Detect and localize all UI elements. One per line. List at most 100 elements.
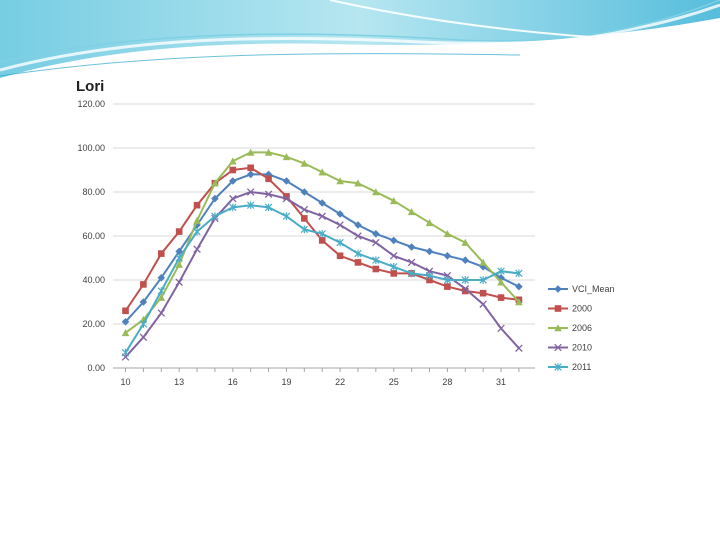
x-tick-label: 19 — [281, 377, 291, 387]
marker-stroke — [246, 188, 255, 196]
data-point — [246, 188, 255, 196]
data-point — [479, 289, 487, 297]
series-vci-mean — [121, 170, 523, 326]
data-point — [193, 227, 201, 236]
legend-label: 2006 — [572, 323, 592, 333]
legend-marker — [554, 324, 562, 332]
y-tick-label: 20.00 — [82, 319, 105, 329]
legend-entry: 2011 — [548, 362, 591, 372]
data-point — [140, 281, 147, 288]
data-point — [515, 269, 523, 278]
data-point — [336, 252, 344, 260]
data-point — [407, 269, 416, 278]
legend: VCI_Mean 2000 2006 2010 2011 — [548, 284, 615, 372]
data-point — [336, 238, 344, 247]
data-point — [515, 282, 523, 291]
data-point — [318, 237, 326, 244]
data-point — [300, 159, 309, 167]
data-point — [300, 225, 309, 234]
marker-stroke — [461, 285, 470, 293]
marker-stroke — [175, 278, 183, 286]
data-point — [372, 256, 380, 264]
data-point — [282, 212, 291, 220]
data-point — [372, 230, 380, 238]
data-point — [354, 221, 362, 229]
data-point — [265, 175, 272, 183]
data-point — [461, 285, 470, 293]
chart-title: Lori — [76, 78, 104, 95]
data-point — [122, 307, 129, 315]
data-point — [425, 219, 434, 227]
data-point — [193, 216, 201, 224]
y-tick-label: 100.00 — [77, 143, 105, 153]
data-point — [497, 324, 505, 333]
data-point — [157, 274, 166, 282]
legend-entry: 2010 — [548, 343, 592, 353]
legend-marker — [554, 363, 562, 371]
data-point — [175, 254, 183, 262]
y-tick-label: 0.00 — [87, 363, 105, 373]
data-point — [479, 300, 487, 308]
y-tick-label: 60.00 — [82, 231, 105, 241]
data-point — [354, 249, 362, 258]
marker-stroke — [336, 221, 344, 229]
data-point — [354, 179, 362, 187]
x-tick-label: 10 — [121, 377, 131, 387]
data-point — [157, 250, 165, 257]
data-point — [246, 170, 255, 179]
data-point — [318, 230, 326, 238]
marker-stroke — [282, 194, 291, 203]
data-point — [497, 294, 505, 301]
data-point — [515, 298, 523, 306]
data-point — [444, 283, 451, 290]
data-point — [389, 236, 398, 245]
data-point — [318, 168, 327, 176]
data-point — [139, 298, 148, 306]
data-point — [246, 148, 255, 156]
data-point — [426, 276, 433, 284]
data-point — [264, 203, 273, 212]
series-line — [124, 204, 520, 354]
data-point — [336, 221, 344, 229]
data-point — [407, 208, 416, 216]
marker-stroke — [264, 190, 273, 198]
data-point — [121, 318, 130, 326]
legend-marker — [554, 343, 562, 352]
data-point — [497, 278, 505, 286]
data-point — [407, 258, 416, 267]
data-point — [318, 212, 326, 220]
data-point — [461, 287, 469, 295]
x-tick-label: 22 — [335, 377, 345, 387]
legend-entry: 2006 — [548, 323, 592, 333]
data-point — [425, 247, 434, 256]
x-tick-label: 25 — [389, 377, 399, 387]
legend-label: 2000 — [572, 304, 592, 314]
x-tick-label: 16 — [228, 377, 238, 387]
data-point — [283, 193, 290, 200]
marker-stroke — [229, 194, 237, 203]
marker-stroke — [318, 212, 326, 220]
data-point — [354, 259, 362, 266]
data-point — [193, 245, 201, 253]
legend-label: 2011 — [572, 362, 591, 372]
data-point — [211, 179, 219, 187]
data-point — [318, 199, 327, 207]
data-point — [211, 194, 219, 203]
marker-stroke — [354, 232, 362, 240]
marker-stroke — [389, 252, 398, 260]
data-point — [229, 203, 237, 212]
legend-marker — [554, 305, 562, 312]
data-point — [175, 278, 183, 286]
data-point — [282, 153, 291, 161]
marker-stroke — [515, 344, 523, 352]
y-tick-label: 80.00 — [82, 187, 105, 197]
data-point — [497, 267, 505, 275]
data-point — [175, 247, 183, 256]
data-point — [121, 329, 130, 337]
data-point — [247, 164, 254, 172]
data-point — [443, 252, 452, 260]
data-point — [461, 276, 469, 284]
data-point — [443, 230, 452, 238]
data-point — [461, 238, 470, 246]
